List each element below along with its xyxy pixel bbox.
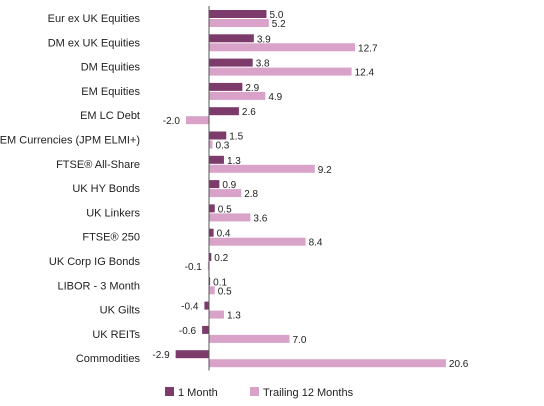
value-label-1-month: 2.6 (242, 107, 256, 118)
value-label-trailing-12-months: 8.4 (309, 238, 323, 249)
value-label-1-month: 3.9 (257, 34, 271, 45)
value-label-trailing-12-months: 12.4 (355, 68, 375, 79)
bar-1-month (204, 301, 209, 310)
bar-trailing-12-months (209, 140, 213, 149)
bar-trailing-12-months (209, 213, 251, 222)
value-label-trailing-12-months: 7.0 (293, 335, 307, 346)
value-label-trailing-12-months: 9.2 (318, 165, 332, 176)
category-label: Commodities (76, 353, 141, 365)
bar-1-month (209, 58, 253, 67)
value-label-1-month: 5.0 (270, 10, 284, 21)
bar-1-month (209, 10, 267, 18)
legend: 1 Month Trailing 12 Months (165, 387, 354, 399)
bar-1-month (209, 253, 212, 261)
bar-trailing-12-months (209, 237, 306, 246)
value-label-trailing-12-months: 3.6 (253, 213, 267, 224)
bar-trailing-12-months (209, 286, 215, 295)
category-label: DM Equities (81, 62, 141, 74)
value-labels: 5.05.23.9 12.7 3.8 12.4 2.9 4.9 2.6 -2.0 1.50.3 1… (152, 10, 468, 370)
value-label-trailing-12-months: 2.8 (244, 189, 258, 200)
category-label: FTSE® 250 (82, 232, 140, 244)
value-label-trailing-12-months: 4.9 (268, 92, 282, 103)
value-label-1-month: 0.2 (214, 253, 228, 264)
value-label-1-month: 0.4 (217, 229, 231, 240)
value-label-trailing-12-months: -0.1 (185, 262, 203, 273)
value-label-1-month: 3.8 (256, 59, 270, 70)
category-label: DM ex UK Equities (48, 37, 141, 49)
value-label-trailing-12-months: 20.6 (449, 359, 469, 370)
value-label-1-month: -2.9 (152, 350, 170, 361)
bar-1-month (209, 155, 224, 164)
legend-label-1-month: 1 Month (178, 387, 218, 399)
value-label-1-month: 2.9 (245, 83, 259, 94)
category-label: UK Corp IG Bonds (49, 256, 141, 268)
value-label-1-month: 0.5 (218, 204, 232, 215)
value-label-trailing-12-months: 0.3 (215, 141, 229, 152)
bar-1-month (209, 228, 214, 237)
value-label-trailing-12-months: -2.0 (163, 116, 181, 127)
bar-trailing-12-months (209, 91, 266, 100)
category-label: EM Equities (81, 86, 140, 98)
bar-trailing-12-months (209, 334, 290, 343)
bar-trailing-12-months (209, 359, 446, 368)
bar-1-month (209, 204, 215, 213)
bar-1-month (202, 325, 209, 334)
value-label-1-month: 1.3 (227, 156, 241, 167)
bar-1-month (209, 180, 220, 189)
category-label: FTSE® All-Share (56, 159, 140, 171)
bar-1-month (209, 34, 254, 43)
bar-1-month (175, 350, 209, 359)
category-label: EM Currencies (JPM ELMI+) (0, 135, 140, 147)
value-label-1-month: 0.1 (213, 277, 227, 288)
value-label-1-month: -0.4 (181, 302, 199, 313)
bar-trailing-12-months (186, 116, 209, 125)
value-label-trailing-12-months: 0.5 (218, 286, 232, 297)
bars (175, 10, 446, 368)
category-label: LIBOR - 3 Month (57, 280, 140, 292)
category-label: UK HY Bonds (72, 183, 140, 195)
category-label: Eur ex UK Equities (48, 13, 141, 25)
bar-trailing-12-months (209, 310, 224, 319)
legend-label-trailing-12-months: Trailing 12 Months (263, 387, 354, 399)
bar-trailing-12-months (209, 67, 352, 76)
category-label: UK REITs (92, 329, 140, 341)
value-label-trailing-12-months: 12.7 (358, 43, 378, 54)
value-label-1-month: 0.9 (222, 180, 236, 191)
bar-trailing-12-months (209, 164, 315, 173)
bar-trailing-12-months (209, 43, 356, 52)
value-label-1-month: -0.6 (179, 326, 197, 337)
category-label: UK Linkers (86, 207, 140, 219)
bar-trailing-12-months (207, 262, 209, 270)
category-labels: Eur ex UK Equities DM ex UK Equities DM Eq… (0, 13, 141, 365)
legend-swatch-1-month (165, 387, 174, 396)
bar-1-month (209, 277, 211, 286)
value-label-1-month: 1.5 (229, 132, 243, 143)
value-label-trailing-12-months: 1.3 (227, 311, 241, 322)
legend-swatch-trailing-12-months (250, 387, 259, 396)
value-label-trailing-12-months: 5.2 (272, 19, 286, 30)
bar-1-month (209, 82, 243, 91)
bar-trailing-12-months (209, 19, 269, 27)
bar-1-month (209, 107, 239, 116)
category-label: UK Gilts (100, 305, 141, 317)
bar-trailing-12-months (209, 189, 242, 198)
bar-1-month (209, 131, 227, 140)
category-label: EM LC Debt (80, 110, 140, 122)
